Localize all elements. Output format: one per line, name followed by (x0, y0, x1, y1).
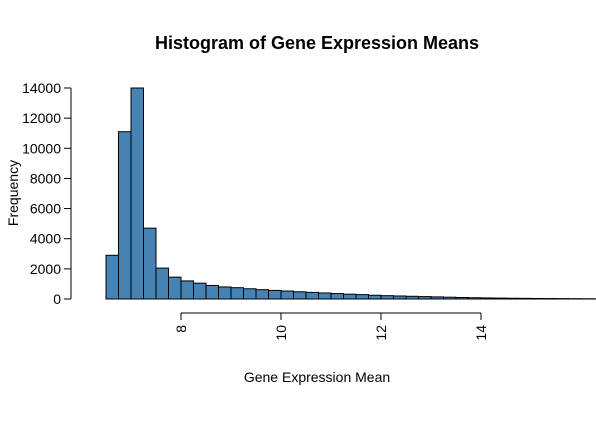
histogram-bar (280, 290, 294, 300)
histogram-bar (130, 87, 144, 300)
x-axis-label: Gene Expression Mean (244, 369, 390, 385)
histogram-bar (193, 282, 207, 300)
histogram-bar (368, 294, 382, 300)
histogram-bar (418, 296, 432, 300)
histogram-bar (318, 292, 332, 300)
histogram-bar (155, 267, 169, 300)
histogram-bar (330, 293, 344, 300)
y-tick-label: 6000 (30, 201, 61, 217)
histogram-bar (105, 254, 119, 300)
histogram-bar (443, 296, 457, 300)
histogram-bar (205, 284, 219, 300)
y-tick-label: 12000 (22, 110, 61, 126)
histogram-bar (355, 294, 369, 300)
histogram-bar (293, 291, 307, 300)
y-tick-label: 8000 (30, 170, 61, 186)
histogram-bars (105, 87, 596, 300)
histogram-bar (243, 288, 257, 300)
histogram-bar (530, 297, 544, 300)
histogram-bar (455, 296, 469, 300)
y-tick-label: 0 (53, 291, 61, 307)
histogram-bar (168, 276, 182, 300)
histogram-bar (305, 291, 319, 300)
y-axis-label: Frequency (5, 160, 21, 226)
histogram-bar (268, 289, 282, 300)
histogram-bar (468, 297, 482, 300)
histogram-bar (505, 297, 519, 300)
histogram-bar (518, 297, 532, 300)
histogram-bar (405, 295, 419, 300)
y-axis: 0 2000 4000 6000 8000 10000 12000 14000 (22, 80, 72, 307)
histogram-bar (143, 227, 157, 300)
histogram-bar (393, 295, 407, 300)
histogram-bar (380, 295, 394, 300)
histogram-bar (180, 280, 194, 300)
histogram-bar (218, 286, 232, 300)
histogram-bar (493, 297, 507, 300)
x-tick-label: 10 (273, 325, 289, 341)
y-tick-label: 14000 (22, 80, 61, 96)
histogram-bar (430, 296, 444, 300)
x-tick-label: 8 (173, 325, 189, 333)
histogram-bar (343, 293, 357, 300)
x-axis: 8 10 12 14 (173, 312, 489, 341)
x-tick-label: 12 (373, 325, 389, 341)
histogram-bar (230, 287, 244, 300)
histogram-bar (480, 297, 494, 300)
y-tick-label: 2000 (30, 261, 61, 277)
chart-title: Histogram of Gene Expression Means (155, 33, 479, 53)
histogram-bar (255, 289, 269, 300)
x-tick-label: 14 (473, 325, 489, 341)
histogram-bar (118, 131, 132, 300)
y-tick-label: 10000 (22, 140, 61, 156)
y-tick-label: 4000 (30, 231, 61, 247)
